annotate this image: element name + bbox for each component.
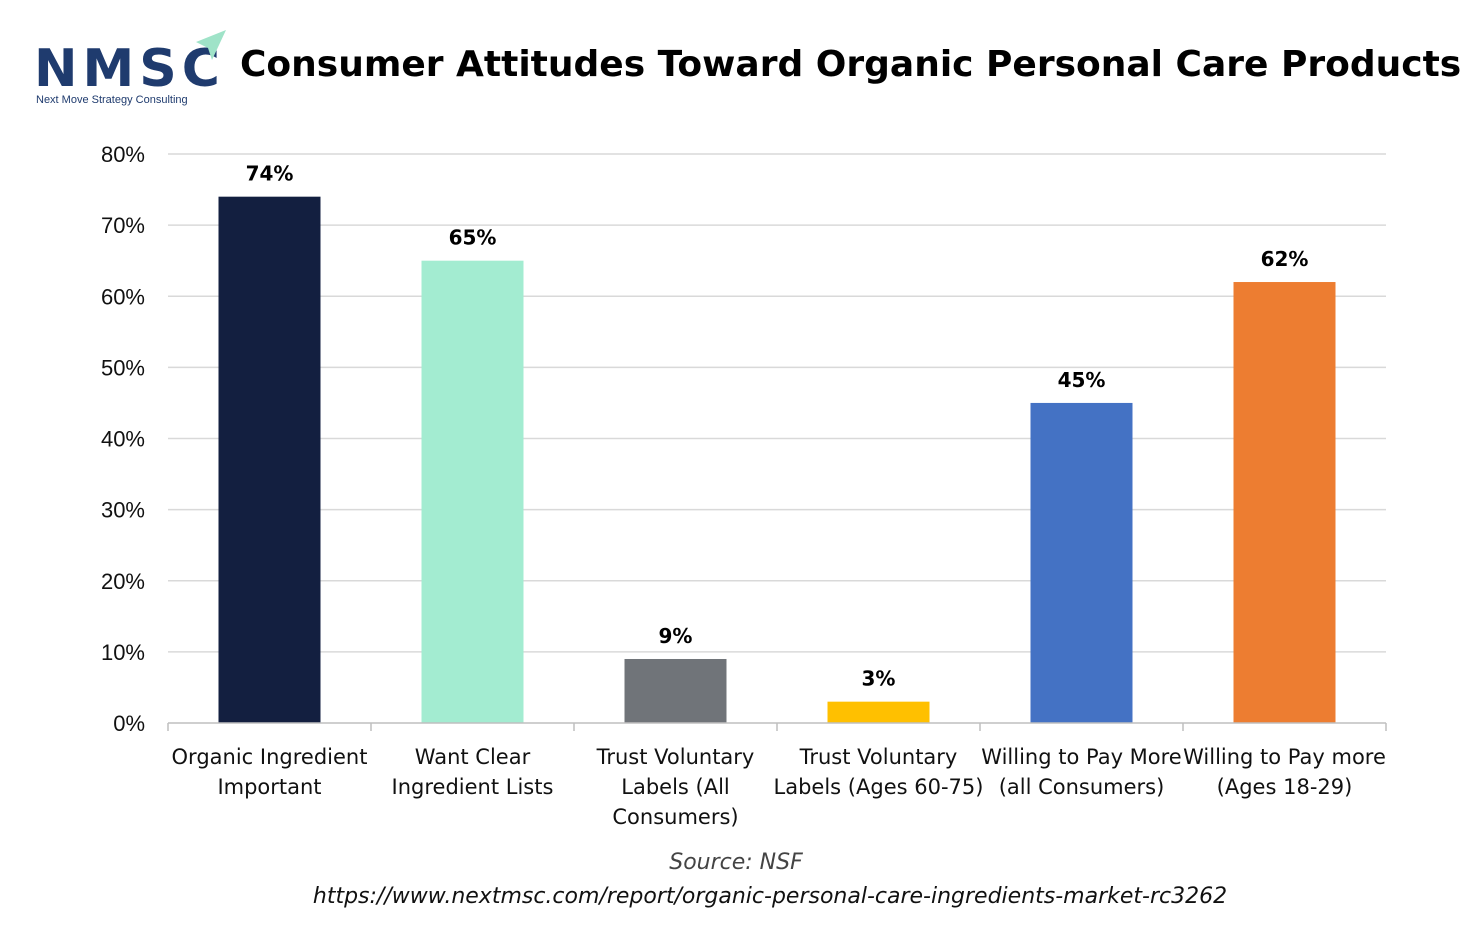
x-tick-label-line: Important bbox=[217, 775, 321, 799]
x-tick-label-line: (all Consumers) bbox=[999, 775, 1165, 799]
data-label: 3% bbox=[862, 667, 896, 691]
y-tick-label: 60% bbox=[101, 284, 145, 309]
x-tick-label-line: Trust Voluntary bbox=[799, 745, 958, 769]
bars bbox=[218, 196, 1336, 724]
logo-arrow-icon bbox=[196, 30, 226, 60]
x-tick-label: Trust Voluntary Labels (Ages 60-75) bbox=[774, 745, 984, 799]
bar bbox=[421, 260, 524, 723]
chart-title: Consumer Attitudes Toward Organic Person… bbox=[240, 44, 1462, 85]
x-tick-label-line: Willing to Pay More bbox=[981, 745, 1181, 769]
gridlines bbox=[168, 153, 1386, 653]
x-tick-label-line: Trust Voluntary bbox=[596, 745, 755, 769]
x-tick-label: Organic Ingredient Important bbox=[172, 745, 368, 799]
y-tick-label: 70% bbox=[101, 213, 145, 238]
x-tick-label-line: Labels (All bbox=[621, 775, 730, 799]
nmsc-logo: NMSC Next Move Strategy Consulting bbox=[34, 30, 226, 106]
y-tick-label: 0% bbox=[113, 711, 145, 736]
bar bbox=[827, 701, 930, 723]
y-tick-labels: 0% 10% 20% 30% 40% 50% 60% 70% 80% bbox=[101, 142, 145, 736]
y-tick-label: 50% bbox=[101, 355, 145, 380]
x-tick-labels: Organic Ingredient Important Want Clear Ing… bbox=[172, 745, 1386, 829]
bar bbox=[1030, 402, 1133, 723]
x-tick-label-line: Labels (Ages 60-75) bbox=[774, 775, 984, 799]
data-label: 9% bbox=[659, 624, 693, 648]
bar-chart: 0% 10% 20% 30% 40% 50% 60% 70% 80% 74% 65% 9% 3% 45%… bbox=[101, 142, 1387, 829]
source-url: https://www.nextmsc.com/report/organic-p… bbox=[312, 884, 1228, 909]
y-tick-label: 20% bbox=[101, 569, 145, 594]
x-tick-label: Willing to Pay More (all Consumers) bbox=[981, 745, 1181, 799]
bar bbox=[218, 196, 321, 724]
y-tick-label: 30% bbox=[101, 498, 145, 523]
bar bbox=[1233, 282, 1336, 723]
y-tick-label: 10% bbox=[101, 640, 145, 665]
logo-tagline: Next Move Strategy Consulting bbox=[36, 94, 188, 106]
data-label: 65% bbox=[449, 226, 497, 250]
x-tick-label: Willing to Pay more (Ages 18-29) bbox=[1183, 745, 1386, 799]
x-tick-label-line: Ingredient Lists bbox=[392, 775, 554, 799]
y-tick-label: 80% bbox=[101, 142, 145, 167]
x-tick-label-line: Want Clear bbox=[415, 745, 531, 769]
x-tick-label-line: Organic Ingredient bbox=[172, 745, 368, 769]
y-tick-label: 40% bbox=[101, 427, 145, 452]
source-note: Source: NSF bbox=[669, 850, 803, 875]
bar bbox=[624, 658, 727, 723]
x-tick-label: Want Clear Ingredient Lists bbox=[392, 745, 554, 799]
x-tick-label: Trust Voluntary Labels (All Consumers) bbox=[596, 745, 755, 829]
x-tick-label-line: Willing to Pay more bbox=[1183, 745, 1386, 769]
x-tick-label-line: (Ages 18-29) bbox=[1217, 775, 1353, 799]
data-label: 45% bbox=[1058, 368, 1106, 392]
x-axis bbox=[167, 722, 1387, 731]
logo-wordmark: NMSC bbox=[34, 39, 225, 99]
data-labels: 74% 65% 9% 3% 45% 62% bbox=[246, 162, 1309, 691]
data-label: 62% bbox=[1261, 247, 1309, 271]
data-label: 74% bbox=[246, 162, 294, 186]
x-tick-label-line: Consumers) bbox=[612, 805, 738, 829]
